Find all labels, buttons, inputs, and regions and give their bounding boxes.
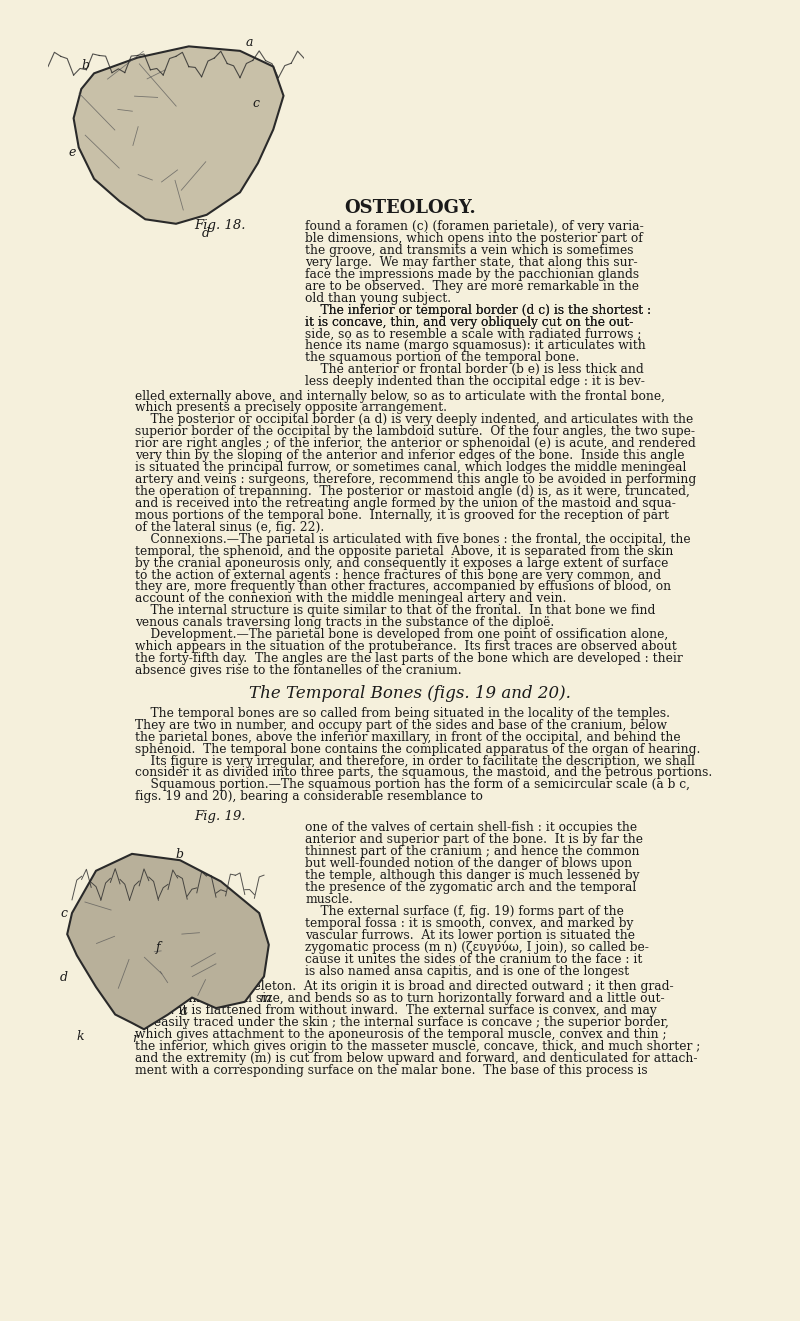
Text: ment with a corresponding surface on the malar bone.  The base of this process i: ment with a corresponding surface on the… [135,1063,647,1077]
Text: and is received into the retreating angle formed by the union of the mastoid and: and is received into the retreating angl… [135,497,676,510]
Text: is also named ansa capitis, and is one of the longest: is also named ansa capitis, and is one o… [306,964,630,978]
Text: very thin by the sloping of the anterior and inferior edges of the bone.  Inside: very thin by the sloping of the anterior… [135,449,684,462]
Text: the forty-fifth day.  The angles are the last parts of the bone which are develo: the forty-fifth day. The angles are the … [135,653,682,664]
Text: the operation of trepanning.  The posterior or mastoid angle (d) is, as it were,: the operation of trepanning. The posteri… [135,485,690,498]
Text: The anterior or frontal border (b e) is less thick and: The anterior or frontal border (b e) is … [306,363,644,376]
Text: temporal fossa : it is smooth, convex, and marked by: temporal fossa : it is smooth, convex, a… [306,917,634,930]
Text: zygomatic process (m n) (ζευγνύω, I join), so called be-: zygomatic process (m n) (ζευγνύω, I join… [306,941,650,954]
Text: The temporal bones are so called from being situated in the locality of the temp: The temporal bones are so called from be… [135,707,670,720]
Text: d: d [202,227,210,240]
Text: temporal, the sphenoid, and the opposite parietal  Above, it is separated from t: temporal, the sphenoid, and the opposite… [135,544,674,557]
Text: the inferior, which gives origin to the masseter muscle, concave, thick, and muc: the inferior, which gives origin to the … [135,1040,700,1053]
Text: k: k [77,1030,85,1042]
Text: cause it unites the sides of the cranium to the face : it: cause it unites the sides of the cranium… [306,952,642,966]
Text: figs. 19 and 20), bearing a considerable resemblance to: figs. 19 and 20), bearing a considerable… [135,790,482,803]
Text: anterior and superior part of the bone.  It is by far the: anterior and superior part of the bone. … [306,834,643,847]
Text: e: e [69,147,76,160]
Text: face the impressions made by the pacchionian glands: face the impressions made by the pacchio… [306,268,639,281]
Text: be easily traced under the skin ; the internal surface is concave ; the superior: be easily traced under the skin ; the in… [135,1016,669,1029]
Text: b: b [175,848,183,861]
Text: The inferior or temporal border (d c) is the shortest :: The inferior or temporal border (d c) is… [306,304,651,317]
Text: Connexions.—The parietal is articulated with five bones : the frontal, the occip: Connexions.—The parietal is articulated … [135,532,690,546]
Text: processes of the skeleton.  At its origin it is broad and directed outward ; it : processes of the skeleton. At its origin… [135,980,674,993]
Text: the groove, and transmits a vein which is sometimes: the groove, and transmits a vein which i… [306,244,634,258]
Text: which appears in the situation of the protuberance.  Its first traces are observ: which appears in the situation of the pr… [135,641,677,653]
Text: is situated the principal furrow, or sometimes canal, which lodges the middle me: is situated the principal furrow, or som… [135,461,686,474]
Text: OSTEOLOGY.: OSTEOLOGY. [344,198,476,217]
Text: of the lateral sinus (e, fig. 22).: of the lateral sinus (e, fig. 22). [135,520,324,534]
Text: Its figure is very irregular, and therefore, in order to facilitate the descript: Its figure is very irregular, and theref… [135,754,694,768]
Text: 42: 42 [140,198,166,217]
Text: The external surface (f, fig. 19) forms part of the: The external surface (f, fig. 19) forms … [306,905,624,918]
Text: ward : it is flattened from without inward.  The external surface is convex, and: ward : it is flattened from without inwa… [135,1004,657,1017]
Text: account of the connexion with the middle meningeal artery and vein.: account of the connexion with the middle… [135,592,566,605]
Text: The internal structure is quite similar to that of the frontal.  In that bone we: The internal structure is quite similar … [135,604,655,617]
Text: less deeply indented than the occipital edge : it is bev-: less deeply indented than the occipital … [306,375,646,388]
Text: f: f [156,941,161,954]
Text: side, so as to resemble a scale with radiated furrows ;: side, so as to resemble a scale with rad… [306,328,642,341]
Text: consider it as divided into three parts, the squamous, the mastoid, and the petr: consider it as divided into three parts,… [135,766,712,779]
Text: found a foramen (c) (foramen parietale), of very varia-: found a foramen (c) (foramen parietale),… [306,221,644,232]
Text: m: m [259,992,271,1005]
Text: c: c [253,96,260,110]
Text: The posterior or occipital border (a d) is very deeply indented, and articulates: The posterior or occipital border (a d) … [135,413,693,427]
Text: ble dimensions, which opens into the posterior part of: ble dimensions, which opens into the pos… [306,232,643,246]
Text: venous canals traversing long tracts in the substance of the diploë.: venous canals traversing long tracts in … [135,617,554,629]
PathPatch shape [67,853,269,1029]
Text: ually diminishes in size, and bends so as to turn horizontally forward and a lit: ually diminishes in size, and bends so a… [135,992,665,1005]
Text: superior border of the occipital by the lambdoid suture.  Of the four angles, th: superior border of the occipital by the … [135,425,695,439]
Text: a: a [245,37,253,49]
Text: thinnest part of the cranium ; and hence the common: thinnest part of the cranium ; and hence… [306,845,640,859]
PathPatch shape [74,46,283,223]
Text: it is concave, thin, and very obliquely cut on the out-: it is concave, thin, and very obliquely … [306,316,634,329]
Text: muscle.: muscle. [306,893,354,906]
Text: d: d [60,971,68,984]
Text: They are two in number, and occupy part of the sides and base of the cranium, be: They are two in number, and occupy part … [135,719,667,732]
Text: absence gives rise to the fontanelles of the cranium.: absence gives rise to the fontanelles of… [135,664,462,678]
Text: The Temporal Bones (figs. 19 and 20).: The Temporal Bones (figs. 19 and 20). [249,686,571,703]
Text: hence its name (margo squamosus): it articulates with: hence its name (margo squamosus): it art… [306,339,646,353]
Text: the presence of the zygomatic arch and the temporal: the presence of the zygomatic arch and t… [306,881,637,894]
Text: mous portions of the temporal bone.  Internally, it is grooved for the reception: mous portions of the temporal bone. Inte… [135,509,669,522]
Text: r: r [132,1032,138,1045]
Text: elled externally above, and internally below, so as to articulate with the front: elled externally above, and internally b… [135,390,665,403]
Text: Fig. 19.: Fig. 19. [194,810,246,823]
Text: it is concave, thin, and very obliquely cut on the out-: it is concave, thin, and very obliquely … [306,316,634,329]
Text: are to be observed.  They are more remarkable in the: are to be observed. They are more remark… [306,280,639,293]
Text: the temple, although this danger is much lessened by: the temple, although this danger is much… [306,869,640,882]
Text: but well-founded notion of the danger of blows upon: but well-founded notion of the danger of… [306,857,633,871]
Text: which presents a precisely opposite arrangement.: which presents a precisely opposite arra… [135,402,447,415]
Text: sphenoid.  The temporal bone contains the complicated apparatus of the organ of : sphenoid. The temporal bone contains the… [135,742,700,756]
Text: Development.—The parietal bone is developed from one point of ossification alone: Development.—The parietal bone is develo… [135,629,668,641]
Text: to the action of external agents : hence fractures of this bone are very common,: to the action of external agents : hence… [135,568,661,581]
Text: the squamous portion of the temporal bone.: the squamous portion of the temporal bon… [306,351,580,365]
Text: rior are right angles ; of the inferior, the anterior or sphenoidal (e) is acute: rior are right angles ; of the inferior,… [135,437,696,450]
Text: b: b [82,59,90,71]
Text: artery and veins : surgeons, therefore, recommend this angle to be avoided in pe: artery and veins : surgeons, therefore, … [135,473,696,486]
Text: Fig. 18.: Fig. 18. [194,218,246,231]
Text: Squamous portion.—The squamous portion has the form of a semicircular scale (a b: Squamous portion.—The squamous portion h… [135,778,690,791]
Text: c: c [60,908,67,921]
Text: which gives attachment to the aponeurosis of the temporal muscle, convex and thi: which gives attachment to the aponeurosi… [135,1028,666,1041]
Text: old than young subject.: old than young subject. [306,292,451,305]
Text: the parietal bones, above the inferior maxillary, in front of the occipital, and: the parietal bones, above the inferior m… [135,731,681,744]
Text: one of the valves of certain shell-fish : it occupies the: one of the valves of certain shell-fish … [306,822,638,835]
Text: vascular furrows.  At its lower portion is situated the: vascular furrows. At its lower portion i… [306,929,635,942]
Text: they are, more frequently than other fractures, accompanied by effusions of bloo: they are, more frequently than other fra… [135,580,671,593]
Text: very large.  We may farther state, that along this sur-: very large. We may farther state, that a… [306,256,638,269]
Text: The inferior or temporal border (d c) is the shortest :: The inferior or temporal border (d c) is… [306,304,651,317]
Text: and the extremity (m) is cut from below upward and forward, and denticulated for: and the extremity (m) is cut from below … [135,1052,698,1065]
Text: by the cranial aponeurosis only, and consequently it exposes a large extent of s: by the cranial aponeurosis only, and con… [135,556,668,569]
Text: a: a [180,1004,187,1017]
